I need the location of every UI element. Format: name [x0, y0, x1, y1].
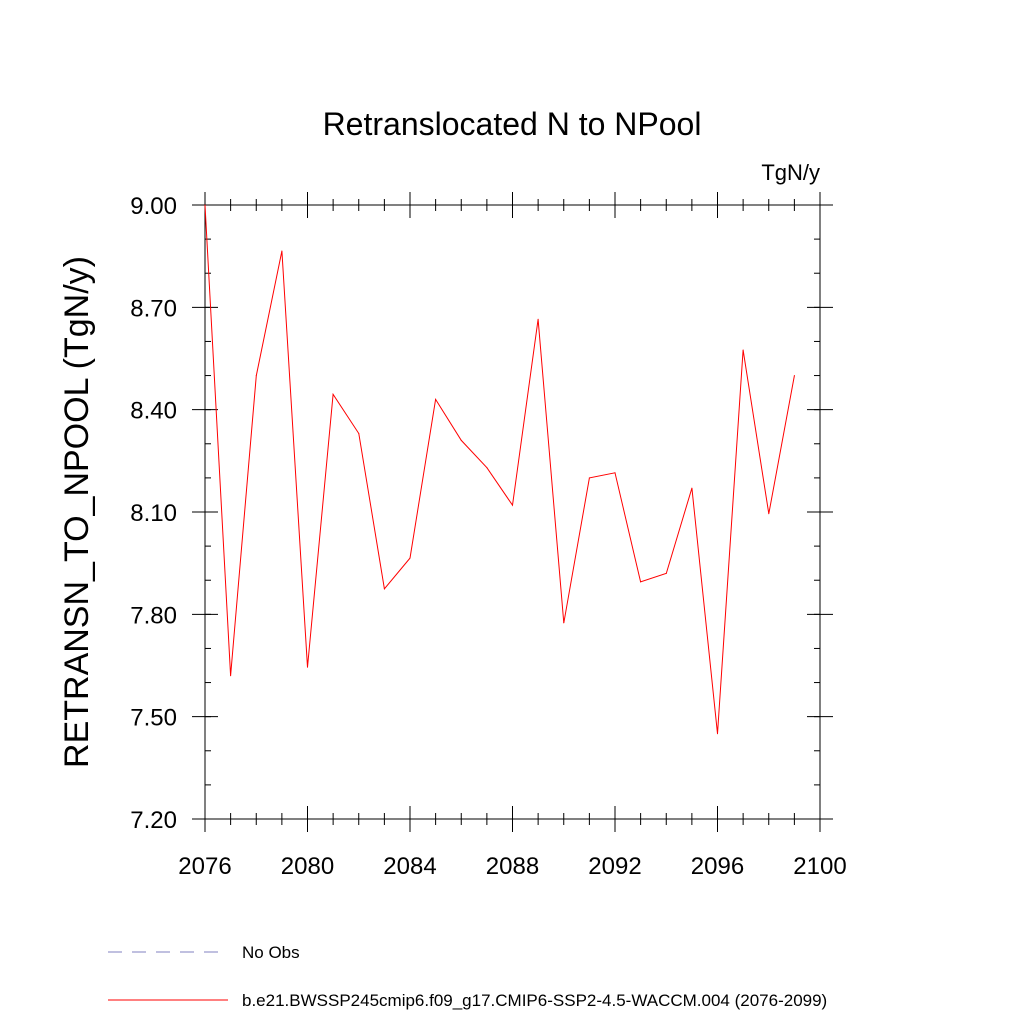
data-point	[486, 467, 488, 469]
data-point	[563, 622, 565, 624]
data-point	[358, 433, 360, 435]
data-point	[768, 513, 770, 515]
series-line-1	[204, 204, 795, 734]
data-point	[230, 675, 232, 677]
data-point	[255, 375, 257, 377]
data-point	[665, 572, 667, 574]
data-point	[435, 398, 437, 400]
data-point	[717, 733, 718, 735]
data-point	[383, 588, 385, 590]
axis-tick-labels: 2076 2080 2084 2088 2092 2096 2100 7.20 7.50 7.80…	[130, 193, 846, 880]
x-tick-label: 2088	[486, 853, 539, 880]
x-tick-label: 2100	[793, 853, 846, 880]
data-point	[281, 250, 283, 252]
data-point	[537, 318, 539, 320]
y-tick-label: 8.70	[130, 295, 177, 322]
data-point	[307, 666, 308, 668]
data-point	[742, 349, 744, 351]
legend-label: No Obs	[242, 943, 300, 962]
x-tick-label: 2084	[383, 853, 436, 880]
data-point	[512, 504, 513, 506]
data-point	[204, 204, 206, 206]
y-tick-label: 9.00	[130, 193, 177, 220]
y-axis-label: RETRANSN_TO_NPOOL (TgN/y)	[58, 256, 96, 768]
data-point	[614, 472, 616, 474]
y-tick-label: 7.50	[130, 705, 177, 732]
legend: No Obs b.e21.BWSSP245cmip6.f09_g17.CMIP6-…	[108, 943, 827, 1010]
units-label: TgN/y	[761, 160, 820, 185]
y-tick-label: 8.40	[130, 398, 177, 425]
series-layer	[204, 204, 795, 735]
y-tick-label: 7.20	[130, 807, 177, 834]
x-tick-label: 2076	[178, 853, 231, 880]
data-point	[409, 557, 411, 559]
y-tick-label: 7.80	[130, 602, 177, 629]
legend-label: b.e21.BWSSP245cmip6.f09_g17.CMIP6-SSP2-4…	[242, 991, 827, 1010]
plot-frame	[204, 204, 821, 820]
data-point	[691, 487, 693, 489]
y-tick-label: 8.10	[130, 500, 177, 527]
x-tick-label: 2092	[588, 853, 641, 880]
chart-title: Retranslocated N to NPool	[323, 106, 702, 142]
data-point	[640, 581, 642, 583]
data-point	[588, 477, 590, 479]
data-point	[793, 375, 795, 377]
data-point	[332, 393, 334, 395]
axis-ticks	[192, 192, 833, 832]
x-tick-label: 2080	[281, 853, 334, 880]
x-tick-label: 2096	[691, 853, 744, 880]
data-point	[460, 439, 462, 441]
